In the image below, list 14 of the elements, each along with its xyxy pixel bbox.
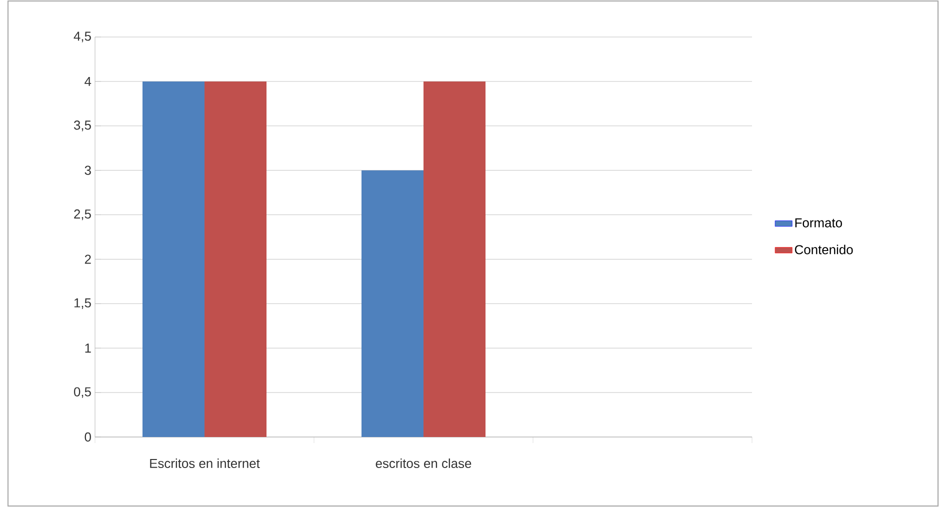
legend-label: Formato bbox=[795, 218, 842, 228]
y-tick-label: 2,5 bbox=[74, 209, 91, 220]
y-tick-label: 1,5 bbox=[74, 298, 91, 309]
y-tick-label: 4,5 bbox=[74, 32, 91, 42]
y-tick-label: 2 bbox=[84, 254, 91, 264]
y-tick-label: 3 bbox=[84, 166, 91, 175]
y-tick-label: 0 bbox=[84, 432, 91, 442]
x-tick-label: escritos en clase bbox=[376, 458, 472, 468]
legend-label: Contenido bbox=[794, 244, 853, 254]
y-tick-label: 4 bbox=[84, 76, 92, 86]
x-tick-label: Escritos en internet bbox=[150, 458, 260, 468]
y-tick-label: 3,5 bbox=[74, 120, 91, 132]
y-tick-label: 0,5 bbox=[74, 387, 91, 398]
y-tick-label: 1 bbox=[85, 344, 91, 353]
